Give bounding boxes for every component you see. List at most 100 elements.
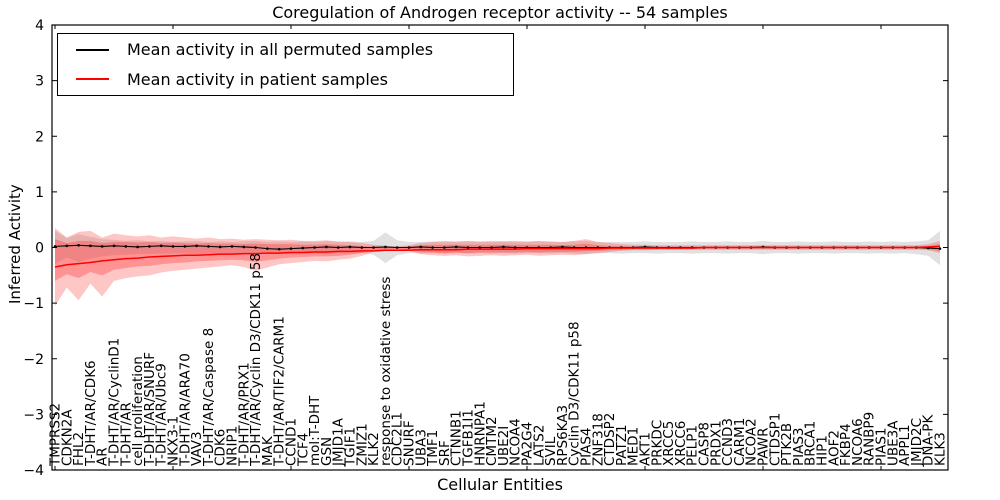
- x-tick-label: JMJD1A: [331, 417, 347, 467]
- permuted-mean-marker: [384, 245, 387, 249]
- permuted-mean-marker: [407, 246, 411, 249]
- x-tick-label: cell proliferation: [130, 356, 146, 466]
- x-tick-label: CCND1: [284, 418, 300, 466]
- permuted-mean-marker: [100, 245, 104, 248]
- x-tick-label: TGFB1I1: [461, 409, 477, 467]
- permuted-mean-marker: [513, 246, 517, 249]
- x-tick-label: SRF: [437, 440, 453, 466]
- x-tick-label: PATZ1: [614, 424, 630, 466]
- legend-entry-patient: Mean activity in patient samples: [58, 65, 513, 93]
- permuted-mean-marker: [77, 243, 80, 247]
- y-tick-label: 4: [35, 18, 44, 34]
- x-tick-label: CDC2L1: [390, 412, 406, 466]
- x-tick-label: SNURF: [402, 420, 418, 466]
- x-tick-label: LATS2: [531, 425, 547, 466]
- permuted-mean-marker: [65, 244, 69, 248]
- x-tick-label: T-DHT/AR/ARA70: [177, 353, 193, 467]
- permuted-mean-marker: [561, 245, 564, 249]
- x-tick-label: UBE2I: [496, 426, 512, 466]
- permuted-mean-marker: [313, 246, 316, 249]
- x-tick-label: T-DHT/AR/CDK6: [83, 360, 99, 467]
- x-tick-label: TMF1: [425, 430, 441, 467]
- permuted-mean-marker: [159, 244, 163, 248]
- x-tick-label: PIAS4: [579, 427, 595, 466]
- x-tick-label: NCOA4: [508, 418, 524, 466]
- permuted-mean-marker: [277, 247, 281, 251]
- patient-samples-inner-range-band: [55, 239, 940, 281]
- permuted-mean-marker: [89, 244, 92, 248]
- permuted-mean-marker: [124, 245, 128, 248]
- x-tick-label: JMJD2C: [909, 418, 925, 467]
- permuted-mean-marker: [454, 245, 458, 249]
- x-tick-label: T-DHT/AR/Cyclin D3/CDK11 p58: [248, 253, 264, 467]
- legend-label-patient: Mean activity in patient samples: [127, 69, 388, 89]
- x-tick-label: APPL1: [897, 424, 913, 466]
- y-tick-label: −1: [23, 296, 44, 312]
- x-tick-label: CMTM2: [484, 416, 500, 466]
- x-tick-label: PTK2B: [779, 423, 795, 466]
- x-tick-label: ZNF318: [590, 413, 606, 466]
- permuted-mean-marker: [938, 247, 942, 250]
- y-tick-label: 0: [35, 241, 44, 257]
- x-tick-label: T-DHT/AR/TIF2/CARM1: [272, 316, 288, 467]
- x-tick-label: SVIL: [543, 436, 559, 466]
- x-tick-label: RPS6KA3: [555, 405, 571, 466]
- patient-samples-outer-range-band: [55, 228, 940, 306]
- permuted-mean-marker: [136, 245, 139, 249]
- y-tick-label: −2: [23, 352, 44, 368]
- x-tick-label: mol:T-DHT: [307, 395, 323, 466]
- x-tick-label: response to oxidative stress: [378, 277, 394, 466]
- permuted-mean-marker: [254, 246, 257, 249]
- x-tick-label: TGIF1: [343, 427, 359, 467]
- patient-mean-line: [54, 245, 941, 268]
- y-tick-label: −3: [23, 407, 44, 423]
- x-tick-label: XRCC6: [673, 421, 689, 466]
- patient-line-swatch: [76, 78, 109, 81]
- y-tick-label: 2: [35, 129, 44, 145]
- y-tick-label: 3: [35, 74, 44, 90]
- legend: Mean activity in all permuted samples Me…: [57, 33, 514, 96]
- permuted-samples-range-band: [55, 230, 940, 266]
- x-tick-label: T-DHT/AR/PRX1: [236, 362, 252, 467]
- x-tick-label: FHL2: [71, 432, 87, 466]
- x-tick-label: NCOA2: [744, 418, 760, 466]
- x-tick-label: HIP1: [815, 435, 831, 466]
- x-tick-label: BRCA1: [803, 421, 819, 466]
- x-tick-label: XRCC5: [661, 421, 677, 466]
- permuted-mean-marker: [218, 245, 222, 249]
- x-tick-label: NCOA6: [850, 418, 866, 466]
- x-tick-label: HNRNPA1: [472, 401, 488, 466]
- x-tick-label: PELP1: [685, 425, 701, 466]
- x-tick-label: T-DHT/AR: [118, 402, 134, 467]
- x-tick-label: AOF2: [826, 430, 842, 466]
- x-tick-label: MED1: [626, 427, 642, 466]
- x-tick-label: CTNNB1: [449, 410, 465, 466]
- x-tick-label: PIAS3: [791, 427, 807, 466]
- x-axis-label: Cellular Entities: [437, 475, 563, 494]
- x-tick-label: T-DHT/AR/Ubc9: [154, 363, 170, 467]
- y-tick-label: 1: [35, 185, 44, 201]
- permuted-mean-marker: [466, 246, 470, 249]
- x-tick-label: CDKN2A: [59, 409, 75, 466]
- x-tick-label: KLK3: [933, 432, 949, 466]
- permuted-mean-marker: [360, 246, 364, 249]
- chart-title: Coregulation of Androgen receptor activi…: [272, 3, 728, 22]
- permuted-mean-marker: [171, 245, 175, 248]
- legend-label-permuted: Mean activity in all permuted samples: [127, 40, 434, 60]
- x-tick-label: AR: [95, 447, 111, 466]
- x-tick-label: GSN: [319, 437, 335, 466]
- permuted-line-swatch: [76, 48, 109, 51]
- x-tick-label: PIAS1: [874, 427, 890, 466]
- x-tick-label: NKX3-1: [166, 416, 182, 466]
- x-tick-label: MAK: [260, 435, 276, 466]
- permuted-mean-marker: [478, 246, 482, 249]
- permuted-mean-marker: [490, 246, 493, 249]
- x-tick-label: CARM1: [732, 418, 748, 466]
- permuted-mean-marker: [148, 245, 151, 248]
- x-tick-label: AKT1: [638, 432, 654, 466]
- permuted-mean-marker: [289, 247, 293, 250]
- x-tick-label: DNA-PK: [921, 414, 937, 466]
- permuted-mean-marker: [112, 244, 116, 248]
- x-tick-label: TMPRSS2: [48, 403, 64, 467]
